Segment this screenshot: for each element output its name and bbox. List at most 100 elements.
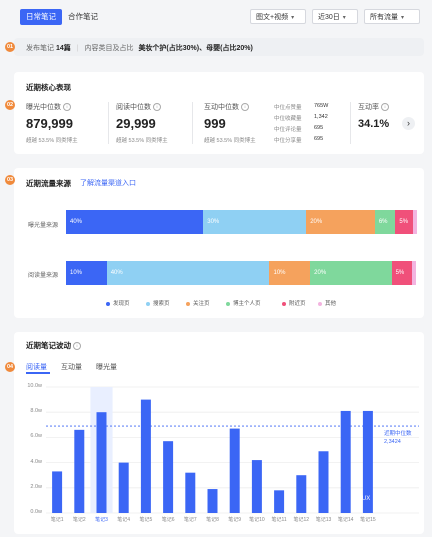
- divider: [192, 102, 193, 144]
- x-tick-label: 笔记1: [50, 517, 64, 523]
- bar[interactable]: [318, 451, 329, 513]
- traffic-segment[interactable]: 40%: [66, 210, 204, 234]
- traffic-segment[interactable]: [412, 210, 417, 234]
- x-tick-label: 笔记12: [293, 517, 310, 523]
- bar[interactable]: [362, 410, 373, 513]
- traffic-bar-exposure: 40% 30% 20% 6% 5%: [66, 210, 417, 234]
- traffic-dropdown[interactable]: 所有流量 ▾: [364, 9, 420, 24]
- legend-dot-icon: [318, 301, 322, 306]
- bar[interactable]: [185, 472, 196, 513]
- tab-exposure[interactable]: 曝光量: [96, 364, 117, 371]
- category-value: 美妆个护(占比30%)、母婴(占比20%): [138, 45, 253, 52]
- bar[interactable]: [251, 460, 262, 513]
- traffic-segment[interactable]: 5%: [395, 210, 413, 234]
- bar[interactable]: [140, 399, 151, 513]
- traffic-segment[interactable]: 20%: [310, 261, 392, 285]
- traffic-channel-link[interactable]: 了解流量渠道入口: [80, 180, 136, 187]
- traffic-segment[interactable]: 20%: [306, 210, 375, 234]
- partial-bar-label: UX: [361, 496, 371, 502]
- note-fluctuation-card: 近期笔记波动 i 阅读量 互动量 曝光量 10.0w 8.0w 6.0w 4.0w 2.0…: [14, 332, 424, 534]
- legend-label: 博主个人页: [233, 301, 261, 307]
- metric-sub-exposure: 超越 53.5% 同类博主: [26, 138, 78, 144]
- step-marker-03: 03: [5, 175, 15, 185]
- bar[interactable]: [52, 471, 63, 513]
- bar[interactable]: [96, 412, 107, 513]
- traffic-legend: 发现页 搜索页 关注页 博主个人页 附近页 其他: [14, 299, 424, 309]
- step-marker-02: 02: [5, 100, 15, 110]
- divider: [350, 102, 351, 144]
- legend-label: 关注页: [193, 301, 210, 307]
- traffic-segment[interactable]: [411, 261, 416, 285]
- traffic-segment[interactable]: 40%: [106, 261, 270, 285]
- chevron-down-icon: ▾: [401, 15, 405, 21]
- info-icon: i: [153, 103, 161, 112]
- bar[interactable]: [163, 441, 174, 513]
- tab-collab-notes[interactable]: 合作笔记: [68, 12, 98, 21]
- content-type-dropdown[interactable]: 图文+视频 ▾: [250, 9, 306, 24]
- tab-reads[interactable]: 阅读量: [26, 364, 47, 371]
- traffic-segment[interactable]: 10%: [66, 261, 107, 285]
- summary-bar: 发布笔记 14篇 | 内容类目及占比 美妆个护(占比30%)、母婴(占比20%): [14, 38, 424, 56]
- bar[interactable]: [74, 429, 85, 513]
- legend-label: 附近页: [289, 301, 306, 307]
- metric-value-interactions: 999: [204, 116, 226, 131]
- traffic-value: 所有流量: [370, 14, 398, 21]
- metric-value-exposure: 879,999: [26, 116, 73, 131]
- metric-sub-interactions: 超越 53.5% 同类博主: [204, 138, 256, 144]
- x-tick-label: 笔记8: [206, 517, 219, 523]
- step-marker-04: 04: [5, 362, 15, 372]
- published-label: 发布笔记: [26, 45, 54, 52]
- traffic-segment[interactable]: 6%: [374, 210, 396, 234]
- bar[interactable]: [274, 490, 285, 513]
- legend-dot-icon: [106, 301, 110, 306]
- y-tick-label: 0.0w: [30, 509, 42, 515]
- tab-daily-notes[interactable]: 日常笔记: [20, 9, 62, 25]
- y-tick-label: 8.0w: [30, 408, 42, 415]
- bar-chart-svg: [46, 386, 419, 514]
- x-tick-label: 笔记3: [95, 517, 108, 523]
- legend-dot-icon: [146, 301, 150, 306]
- metric-label-reads: 阅读中位数 i: [116, 102, 161, 112]
- legend-item: 发现页: [106, 299, 130, 307]
- wave-title: 近期笔记波动 i: [26, 340, 81, 351]
- legend-label: 其他: [325, 301, 337, 307]
- mini-stat-comments: 中位评论量 695: [274, 125, 324, 133]
- x-tick-label: 笔记15: [360, 517, 376, 523]
- date-range-dropdown[interactable]: 近30日 ▾: [312, 9, 358, 24]
- active-tab-underline: [26, 372, 50, 374]
- bar[interactable]: [296, 475, 307, 513]
- legend-dot-icon: [186, 301, 190, 306]
- metric-label-interactions: 互动中位数 i: [204, 102, 249, 112]
- y-tick-label: 10.0w: [27, 383, 42, 389]
- x-tick-label: 笔记2: [72, 517, 86, 523]
- bar[interactable]: [118, 462, 129, 513]
- mini-stat-shares: 中位分享量 695: [274, 136, 324, 144]
- divider: [108, 102, 109, 144]
- core-title: 近期核心表现: [26, 83, 71, 92]
- published-count: 14篇: [55, 45, 71, 52]
- tab-interactions[interactable]: 互动量: [61, 364, 82, 371]
- x-tick-label: 笔记5: [139, 517, 153, 523]
- bar[interactable]: [207, 489, 218, 513]
- chevron-down-icon: ▾: [342, 15, 346, 21]
- traffic-segment[interactable]: 5%: [391, 261, 412, 285]
- legend-dot-icon: [226, 301, 230, 306]
- y-tick-label: 6.0w: [30, 433, 42, 440]
- x-tick-label: 笔记6: [161, 517, 175, 523]
- bar[interactable]: [340, 410, 351, 513]
- chevron-right-icon[interactable]: ›: [402, 117, 415, 130]
- metric-value-rate: 34.1%: [358, 118, 390, 130]
- x-tick-label: 笔记7: [183, 517, 197, 523]
- traffic-segment[interactable]: 10%: [269, 261, 311, 285]
- traffic-segment[interactable]: 30%: [203, 210, 307, 234]
- legend-item: 关注页: [186, 299, 210, 307]
- date-range-value: 近30日: [318, 14, 340, 21]
- x-tick-label: 笔记13: [315, 517, 332, 523]
- bar[interactable]: [229, 428, 240, 513]
- legend-item: 其他: [318, 299, 336, 307]
- x-tick-label: 笔记4: [117, 517, 131, 523]
- legend-dot-icon: [282, 301, 286, 306]
- legend-item: 附近页: [282, 299, 306, 307]
- metric-label-rate: 互动率 i: [358, 102, 389, 112]
- info-icon: i: [63, 103, 71, 112]
